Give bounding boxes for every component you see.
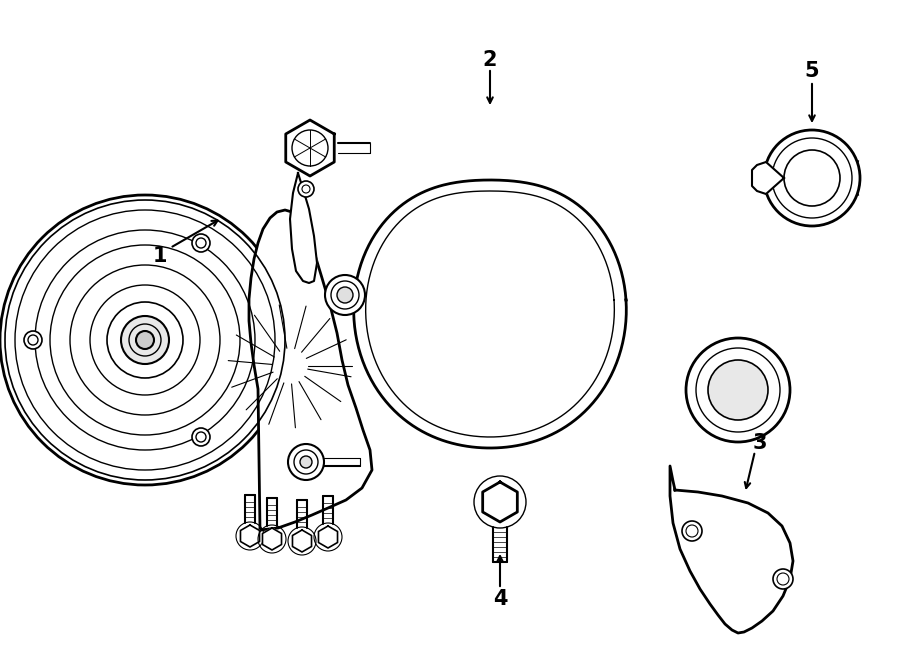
Polygon shape <box>752 162 784 194</box>
Circle shape <box>773 569 793 589</box>
Polygon shape <box>263 528 282 550</box>
Circle shape <box>784 150 840 206</box>
Circle shape <box>298 181 314 197</box>
Polygon shape <box>249 210 372 530</box>
Polygon shape <box>240 525 259 547</box>
Text: 1: 1 <box>153 246 167 266</box>
Circle shape <box>192 428 210 446</box>
Circle shape <box>192 234 210 252</box>
Text: 3: 3 <box>752 433 767 453</box>
Circle shape <box>300 456 312 468</box>
Circle shape <box>24 331 42 349</box>
Text: 4: 4 <box>493 589 508 609</box>
Text: 5: 5 <box>805 61 819 81</box>
Polygon shape <box>286 120 334 176</box>
Circle shape <box>325 275 365 315</box>
Polygon shape <box>292 530 311 552</box>
Circle shape <box>0 195 290 485</box>
Circle shape <box>686 338 790 442</box>
Circle shape <box>708 360 768 420</box>
Polygon shape <box>290 173 317 283</box>
Circle shape <box>121 316 169 364</box>
Circle shape <box>136 331 154 349</box>
Circle shape <box>288 444 324 480</box>
Polygon shape <box>319 526 338 548</box>
Circle shape <box>764 130 860 226</box>
Polygon shape <box>482 482 518 522</box>
Circle shape <box>337 287 353 303</box>
Polygon shape <box>670 466 793 633</box>
Text: 2: 2 <box>482 50 497 70</box>
Polygon shape <box>354 180 626 448</box>
Circle shape <box>682 521 702 541</box>
